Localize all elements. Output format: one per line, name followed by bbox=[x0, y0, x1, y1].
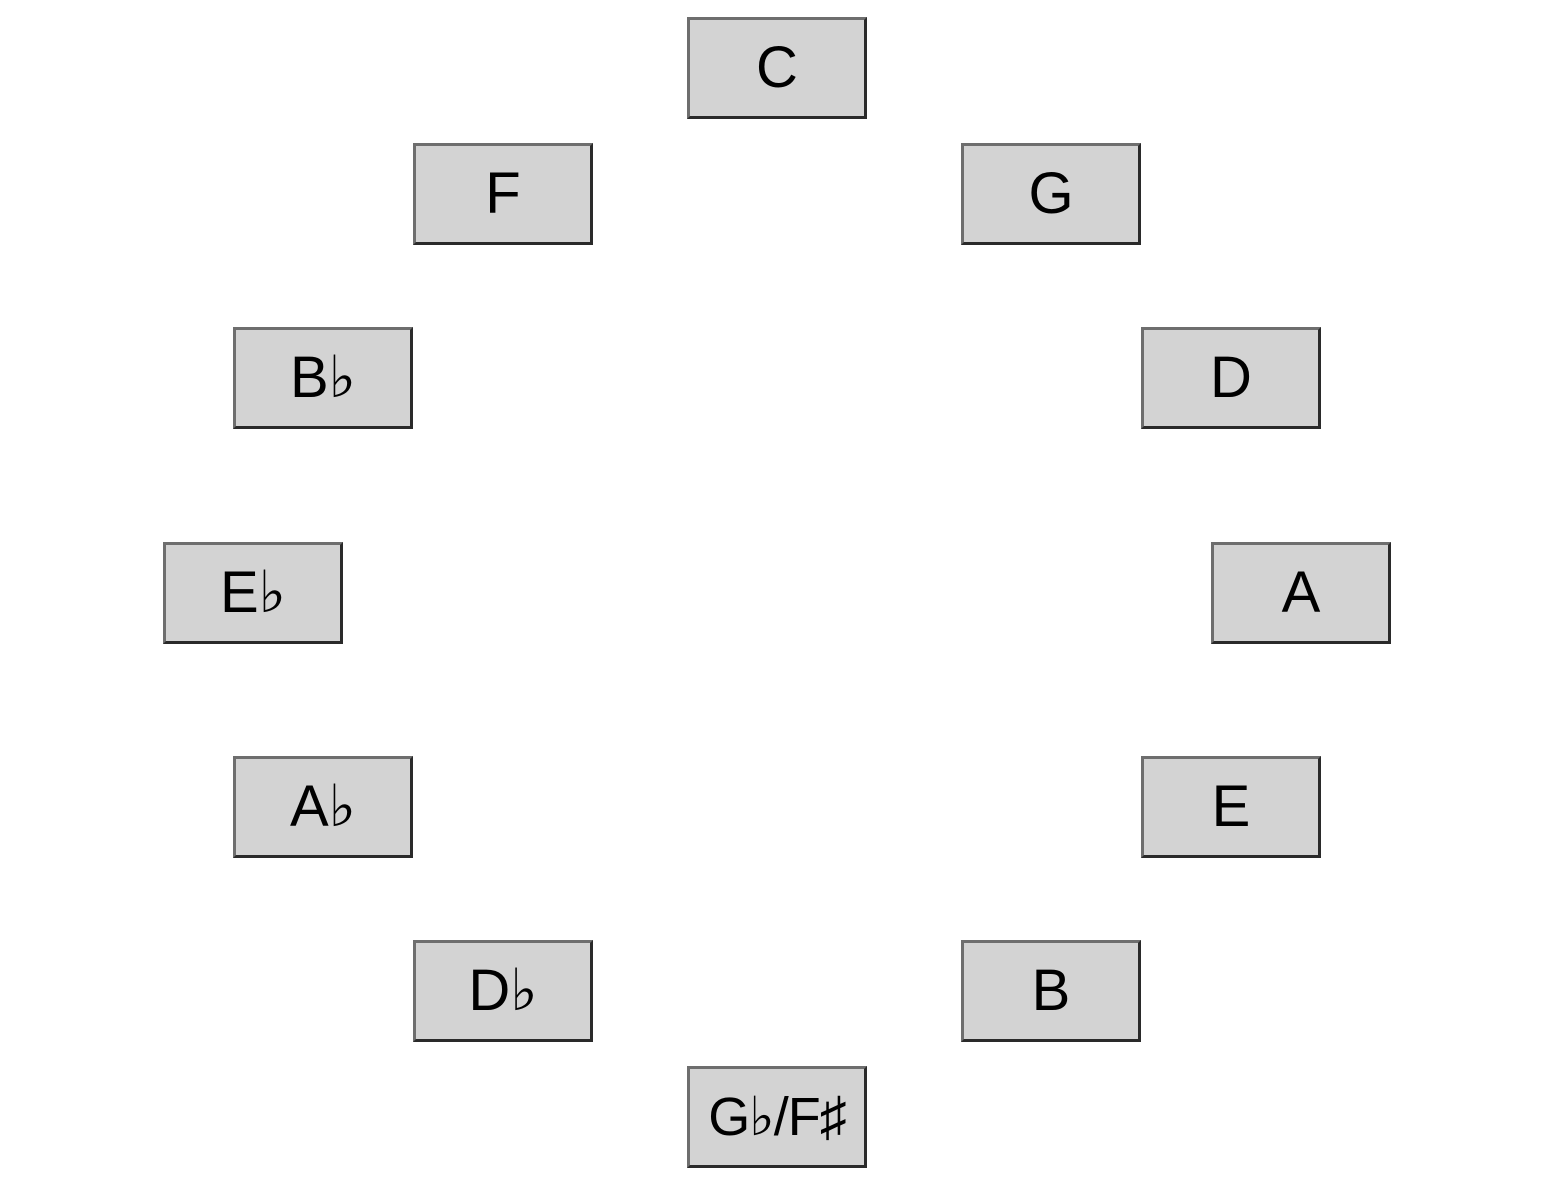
key-label: C bbox=[756, 35, 798, 100]
key-button-b[interactable]: B bbox=[961, 940, 1141, 1042]
key-button-g-flat-f-sharp[interactable]: G♭/F♯ bbox=[687, 1066, 867, 1168]
key-button-f[interactable]: F bbox=[413, 143, 593, 245]
key-label: A bbox=[1281, 560, 1321, 625]
key-label: F bbox=[485, 161, 521, 226]
key-button-d-flat[interactable]: D♭ bbox=[413, 940, 593, 1042]
key-button-b-flat[interactable]: B♭ bbox=[233, 327, 413, 429]
key-button-d[interactable]: D bbox=[1141, 327, 1321, 429]
key-label: G bbox=[1028, 161, 1074, 226]
key-label: D♭ bbox=[468, 958, 538, 1023]
key-label: B bbox=[1031, 958, 1071, 1023]
key-label: B♭ bbox=[289, 345, 357, 410]
key-button-c[interactable]: C bbox=[687, 17, 867, 119]
key-label: D bbox=[1210, 345, 1252, 410]
key-button-e[interactable]: E bbox=[1141, 756, 1321, 858]
key-button-e-flat[interactable]: E♭ bbox=[163, 542, 343, 644]
key-button-a-flat[interactable]: A♭ bbox=[233, 756, 413, 858]
key-label: E♭ bbox=[219, 560, 287, 625]
key-label: A♭ bbox=[289, 774, 357, 839]
key-label: G♭/F♯ bbox=[708, 1087, 846, 1147]
key-button-g[interactable]: G bbox=[961, 143, 1141, 245]
key-label: E bbox=[1211, 774, 1251, 839]
key-button-a[interactable]: A bbox=[1211, 542, 1391, 644]
